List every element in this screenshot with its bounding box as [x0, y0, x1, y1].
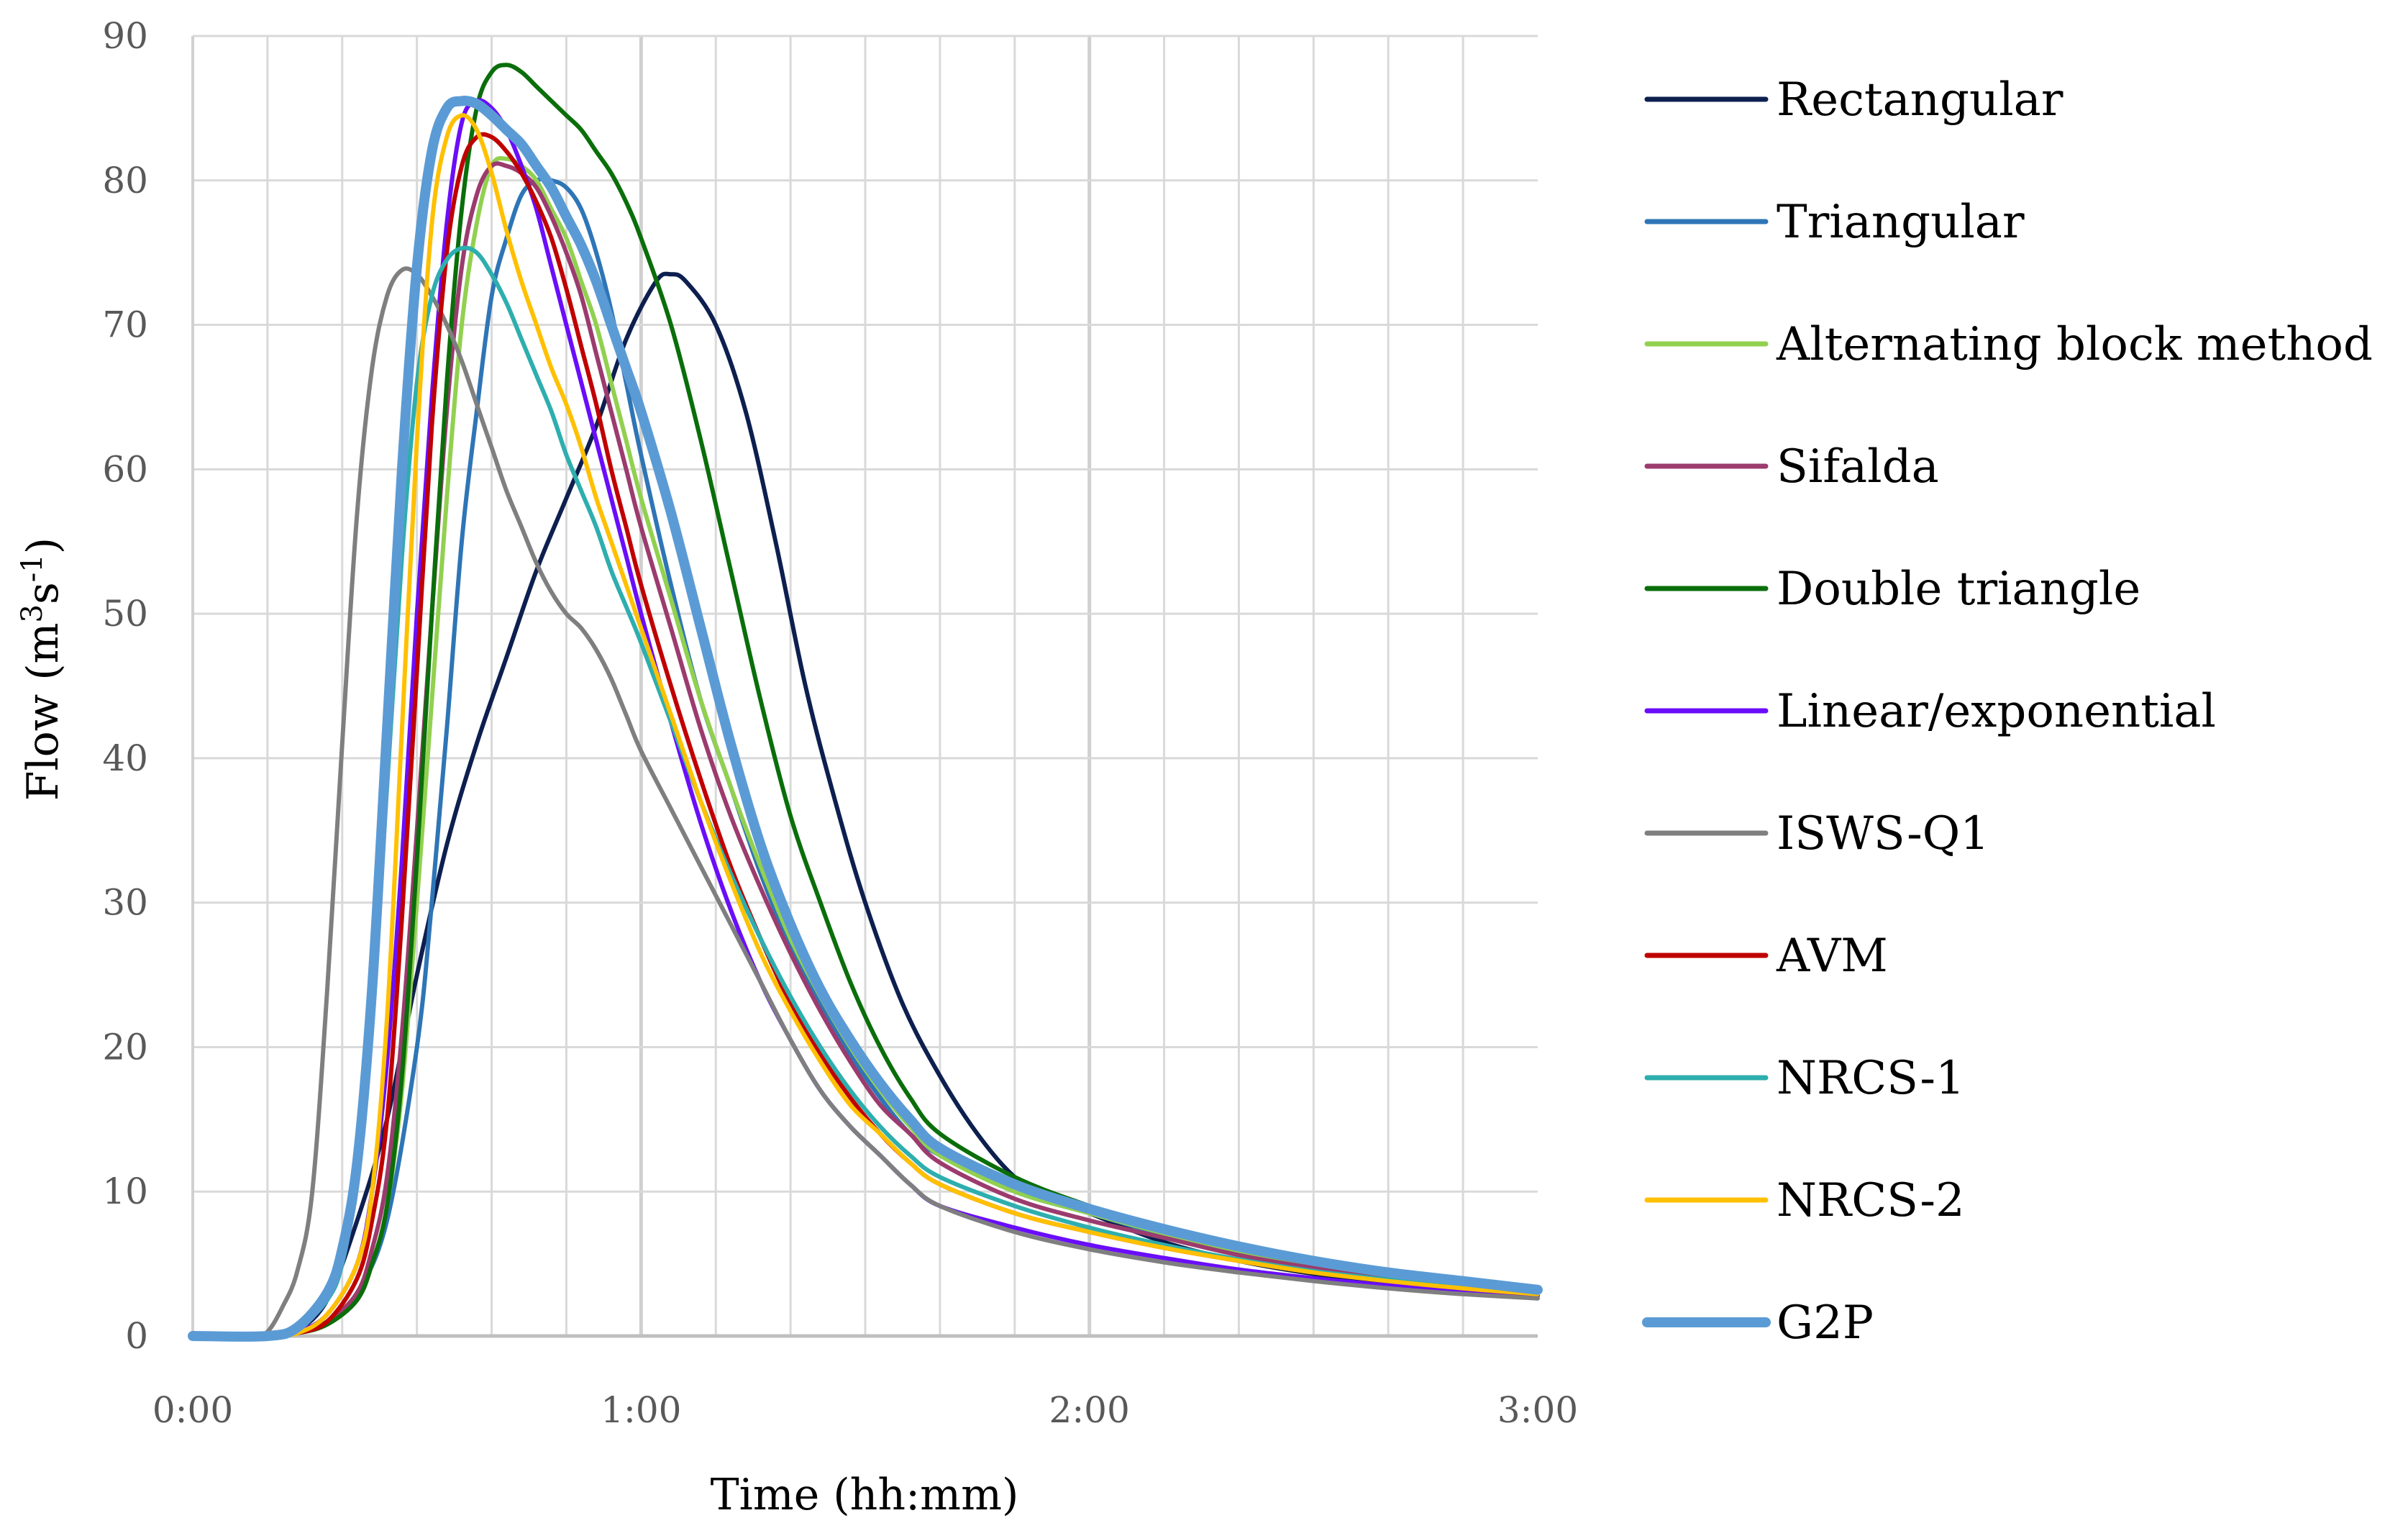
y-tick-label: 90	[102, 15, 148, 57]
y-tick-label: 10	[102, 1171, 148, 1212]
y-tick-label: 30	[102, 882, 148, 924]
legend-item: AVM	[1644, 930, 1888, 983]
legend: Rectangular Triangular Alternating block m…	[1642, 73, 2373, 1350]
legend-item: Triangular	[1644, 196, 2025, 249]
y-axis-title-part: Flow (m	[18, 622, 68, 801]
legend-label: G2P	[1777, 1296, 1874, 1350]
y-tick-label: 40	[102, 737, 148, 779]
y-tick-label: 50	[102, 593, 148, 635]
series-line-sifalda	[191, 161, 1540, 1339]
x-tick-label: 0:00	[152, 1389, 233, 1431]
grid-lines	[193, 35, 1538, 1336]
legend-item: NRCS-2	[1644, 1174, 1965, 1227]
y-tick-label: 70	[102, 304, 148, 346]
series-line-g2p	[188, 96, 1543, 1342]
legend-item: Double triangle	[1644, 563, 2140, 616]
legend-label: NRCS-2	[1777, 1174, 1965, 1227]
legend-label: Alternating block method	[1776, 318, 2373, 371]
y-axis-title-part: s	[18, 582, 68, 604]
legend-label: AVM	[1776, 930, 1888, 983]
legend-item: G2P	[1642, 1296, 1874, 1350]
legend-item: ISWS-Q1	[1644, 807, 1989, 860]
series-line-double-triangle	[191, 63, 1540, 1339]
y-axis-title: Flow (m3s-1)	[16, 537, 68, 801]
y-axis-title-superscript: 3	[16, 604, 49, 622]
series-lines	[188, 63, 1543, 1342]
series-line-nrcs-2	[191, 113, 1540, 1339]
legend-label: NRCS-1	[1777, 1052, 1965, 1105]
legend-label: Double triangle	[1777, 563, 2140, 616]
legend-label: Triangular	[1777, 196, 2025, 249]
x-tick-label: 1:00	[601, 1389, 681, 1431]
x-tick-label: 3:00	[1497, 1389, 1578, 1431]
y-tick-label: 20	[102, 1026, 148, 1068]
legend-item: Rectangular	[1644, 73, 2063, 127]
plot-frame	[191, 36, 1538, 1338]
legend-label: Rectangular	[1777, 73, 2063, 127]
x-tick-label: 2:00	[1049, 1389, 1130, 1431]
series-line-linear-exponential	[191, 98, 1540, 1339]
legend-label: Linear/exponential	[1777, 685, 2216, 738]
y-axis-title-superscript: -1	[16, 554, 49, 582]
legend-item: Alternating block method	[1644, 318, 2373, 371]
y-tick-label: 0	[125, 1315, 148, 1357]
y-tick-labels: 0 10 20 30 40 50 60 70 80 90	[102, 15, 148, 1357]
legend-item: Sifalda	[1644, 440, 1939, 494]
legend-item: NRCS-1	[1644, 1052, 1965, 1105]
legend-label: Sifalda	[1777, 440, 1939, 494]
series-line-isws-q1	[191, 266, 1540, 1339]
x-axis-title: Time (hh:mm)	[711, 1470, 1019, 1520]
y-tick-label: 80	[102, 160, 148, 201]
y-axis-title-part: )	[18, 537, 68, 554]
x-tick-labels: 0:00 1:00 2:00 3:00	[152, 1389, 1578, 1431]
legend-item: Linear/exponential	[1644, 685, 2216, 738]
y-tick-label: 60	[102, 448, 148, 490]
legend-label: ISWS-Q1	[1777, 807, 1989, 860]
